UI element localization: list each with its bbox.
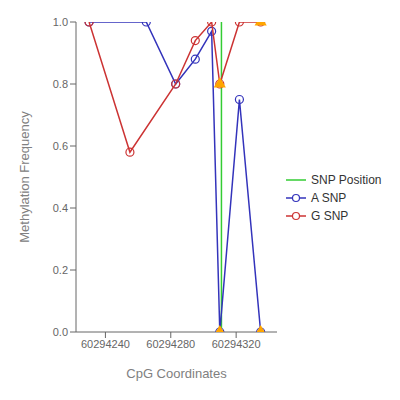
svg-text:0.8: 0.8 [53,78,68,90]
svg-text:60294280: 60294280 [146,338,195,350]
html-text:A SNP: A SNP [311,191,347,205]
svg-text:Methylation Frequency: Methylation Frequency [17,111,32,243]
svg-text:0.2: 0.2 [53,264,68,276]
svg-text:60294320: 60294320 [212,338,261,350]
svg-text:0.6: 0.6 [53,140,68,152]
svg-text:CpG Coordinates: CpG Coordinates [126,366,227,381]
svg-text:0.0: 0.0 [53,326,68,338]
svg-text:0.4: 0.4 [53,202,68,214]
svg-text:60294240: 60294240 [81,338,130,350]
svg-text:1.0: 1.0 [53,16,68,28]
html-text:G SNP: G SNP [311,209,349,223]
html-text:SNP Position: SNP Position [311,173,382,187]
